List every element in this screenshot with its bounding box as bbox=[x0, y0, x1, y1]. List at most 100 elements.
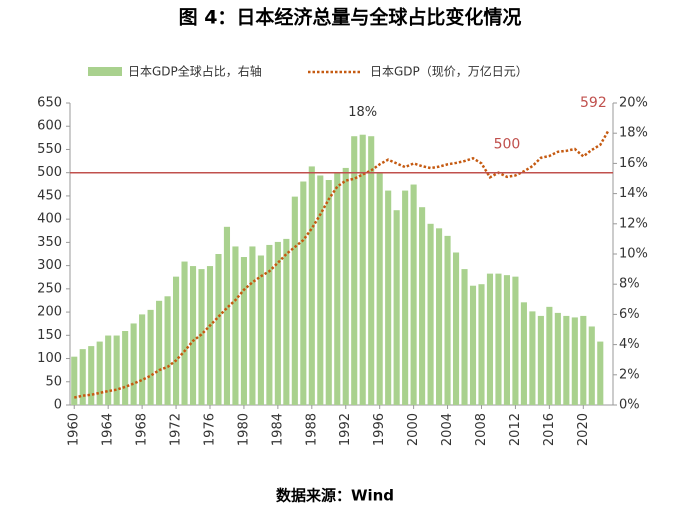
bar bbox=[325, 180, 332, 405]
y2-tick-label: 14% bbox=[619, 186, 648, 201]
x-tick-label: 1972 bbox=[169, 413, 184, 446]
bar bbox=[283, 238, 290, 405]
y-tick-label: 150 bbox=[37, 328, 62, 343]
y2-tick-label: 0% bbox=[619, 398, 640, 413]
y2-tick-label: 20% bbox=[619, 96, 648, 111]
x-tick-label: 2008 bbox=[474, 413, 489, 446]
bar bbox=[164, 296, 171, 405]
y2-tick-label: 6% bbox=[619, 307, 640, 322]
bar bbox=[266, 244, 273, 405]
bar bbox=[232, 246, 239, 405]
y2-tick-label: 2% bbox=[619, 367, 640, 382]
y-tick-label: 450 bbox=[37, 188, 62, 203]
bar bbox=[351, 136, 358, 405]
bar bbox=[571, 317, 578, 405]
bar bbox=[580, 315, 587, 405]
bar bbox=[368, 136, 375, 405]
bar bbox=[206, 266, 214, 405]
bar bbox=[79, 349, 86, 405]
reference-label: 500 bbox=[494, 137, 521, 153]
bar bbox=[376, 172, 383, 405]
bar bbox=[240, 257, 247, 405]
y2-tick-label: 16% bbox=[619, 156, 648, 171]
bar bbox=[71, 356, 78, 405]
x-tick-label: 2000 bbox=[406, 413, 421, 446]
bar bbox=[444, 235, 451, 405]
x-tick-label: 2004 bbox=[440, 413, 455, 446]
bar bbox=[113, 335, 120, 405]
y-tick-label: 0 bbox=[54, 398, 62, 413]
bar bbox=[461, 269, 468, 405]
x-tick-label: 1992 bbox=[338, 413, 353, 446]
bar bbox=[198, 269, 205, 405]
data-label: 592 bbox=[580, 95, 607, 111]
y-tick-label: 500 bbox=[37, 165, 62, 180]
bar bbox=[393, 210, 400, 405]
bar bbox=[257, 255, 264, 405]
bar bbox=[402, 190, 409, 405]
y-tick-label: 250 bbox=[37, 281, 62, 296]
bar bbox=[469, 285, 477, 405]
x-tick-label: 2020 bbox=[576, 413, 591, 446]
annotation: 18% bbox=[348, 105, 377, 120]
x-tick-label: 1976 bbox=[202, 413, 217, 446]
y-tick-label: 650 bbox=[37, 96, 62, 111]
bar bbox=[189, 266, 197, 405]
y2-tick-label: 10% bbox=[619, 247, 648, 262]
bar bbox=[452, 252, 460, 405]
y-tick-label: 100 bbox=[37, 351, 62, 366]
legend-swatch bbox=[88, 67, 122, 76]
legend-label: 日本GDP（现价，万亿日元） bbox=[370, 64, 528, 79]
y-tick-label: 550 bbox=[37, 142, 62, 157]
line bbox=[73, 129, 610, 399]
y2-tick-label: 4% bbox=[619, 337, 640, 352]
source: 数据来源：Wind bbox=[276, 487, 394, 505]
x-tick-label: 1996 bbox=[372, 413, 387, 446]
bar bbox=[385, 190, 392, 405]
bar bbox=[156, 300, 163, 405]
bar bbox=[537, 315, 544, 405]
x-tick-label: 1960 bbox=[67, 413, 82, 446]
bar bbox=[130, 323, 137, 405]
x-tick-label: 1964 bbox=[101, 413, 116, 446]
x-tick-label: 1988 bbox=[304, 413, 319, 446]
legend-label: 日本GDP全球占比，右轴 bbox=[128, 64, 262, 79]
bar bbox=[546, 306, 553, 405]
bar bbox=[427, 223, 434, 405]
bar bbox=[342, 167, 349, 405]
bar bbox=[529, 311, 536, 405]
bar bbox=[503, 275, 510, 405]
bar bbox=[359, 134, 366, 405]
y-tick-label: 50 bbox=[45, 374, 62, 389]
x-tick-label: 1984 bbox=[270, 413, 285, 446]
bar bbox=[308, 166, 315, 405]
bar bbox=[520, 302, 527, 405]
bar bbox=[274, 241, 281, 405]
x-tick-label: 1968 bbox=[135, 413, 150, 446]
x-tick-label: 2012 bbox=[508, 413, 523, 446]
bar bbox=[96, 341, 103, 405]
bar bbox=[495, 273, 502, 405]
y-tick-label: 300 bbox=[37, 258, 62, 273]
bar bbox=[597, 341, 604, 405]
bar bbox=[249, 246, 256, 405]
bar bbox=[317, 175, 324, 405]
bar bbox=[410, 184, 417, 405]
bar bbox=[588, 326, 595, 405]
bar bbox=[554, 312, 561, 405]
bar bbox=[223, 226, 231, 405]
y-tick-label: 200 bbox=[37, 305, 62, 320]
bar bbox=[139, 314, 146, 405]
y-tick-label: 400 bbox=[37, 212, 62, 227]
y2-tick-label: 8% bbox=[619, 277, 640, 292]
bar bbox=[486, 273, 494, 405]
bar bbox=[105, 335, 112, 405]
bar bbox=[215, 254, 222, 405]
bar bbox=[88, 346, 95, 405]
bar bbox=[300, 181, 307, 405]
bar bbox=[563, 315, 570, 405]
bar bbox=[147, 309, 154, 405]
bar bbox=[181, 261, 188, 405]
y-tick-label: 600 bbox=[37, 119, 62, 134]
